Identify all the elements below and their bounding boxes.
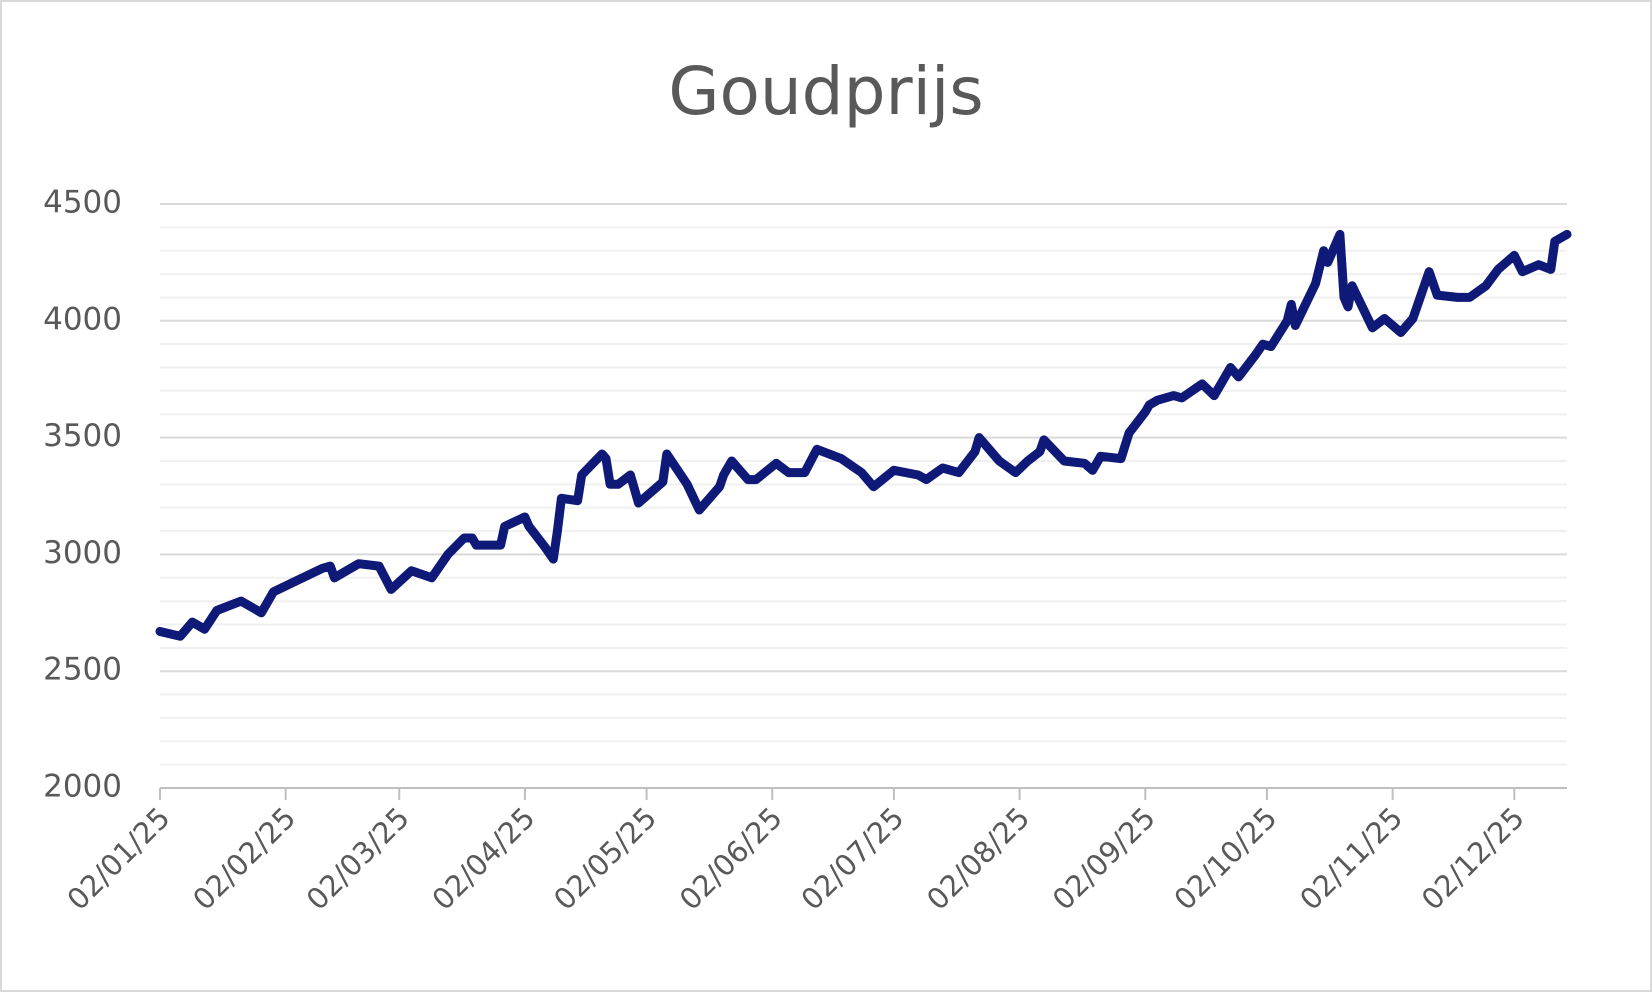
y-tick-label: 4000 <box>43 301 122 337</box>
y-tick-label: 4500 <box>43 185 122 221</box>
y-tick-label: 2000 <box>43 769 122 805</box>
y-tick-label: 3500 <box>43 418 122 454</box>
chart-title: Goudprijs <box>668 53 983 130</box>
y-tick-label: 2500 <box>43 652 122 688</box>
y-tick-label: 3000 <box>43 535 122 571</box>
line-series <box>155 229 1572 641</box>
